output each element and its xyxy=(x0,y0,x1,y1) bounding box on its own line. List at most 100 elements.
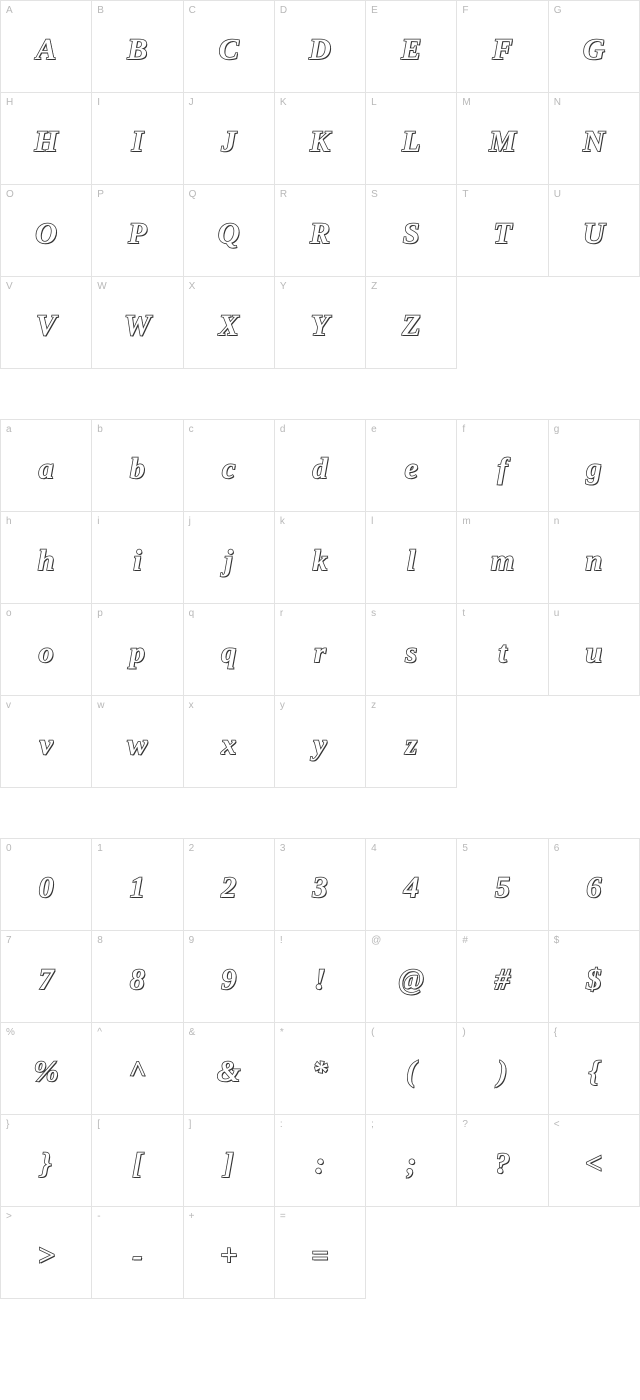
glyph-cell: FF xyxy=(457,1,548,93)
glyph-cell: NN xyxy=(549,93,640,185)
cell-label: P xyxy=(97,189,104,200)
empty-cell xyxy=(366,1207,457,1299)
cell-label: : xyxy=(280,1119,283,1130)
glyph-cell: ** xyxy=(275,1023,366,1115)
glyph-cell: 88 xyxy=(92,931,183,1023)
cell-label: m xyxy=(462,516,470,527)
glyph: + xyxy=(220,1241,237,1271)
glyph: o xyxy=(39,638,54,668)
glyph: p xyxy=(130,638,145,668)
glyph: l xyxy=(407,546,415,576)
glyph-cell: VV xyxy=(1,277,92,369)
glyph-cell: 44 xyxy=(366,839,457,931)
cell-label: E xyxy=(371,5,378,16)
glyph: h xyxy=(38,546,55,576)
glyph-cell: ;; xyxy=(366,1115,457,1207)
glyph-cell: DD xyxy=(275,1,366,93)
cell-label: * xyxy=(280,1027,284,1038)
cell-label: q xyxy=(189,608,195,619)
glyph: [ xyxy=(132,1149,142,1179)
glyph: u xyxy=(585,638,602,668)
glyph: = xyxy=(311,1241,328,1271)
glyph: y xyxy=(313,730,326,760)
cell-label: ) xyxy=(462,1027,465,1038)
glyph: q xyxy=(221,638,236,668)
glyph-cell: UU xyxy=(549,185,640,277)
cell-label: + xyxy=(189,1211,195,1222)
glyph-cell: }} xyxy=(1,1115,92,1207)
glyph-cell: %% xyxy=(1,1023,92,1115)
glyph-cell: 33 xyxy=(275,839,366,931)
cell-label: y xyxy=(280,700,285,711)
cell-label: W xyxy=(97,281,106,292)
glyph-cell: kk xyxy=(275,512,366,604)
empty-cell xyxy=(549,696,640,788)
glyph: r xyxy=(314,638,326,668)
cell-label: D xyxy=(280,5,287,16)
cell-label: x xyxy=(189,700,194,711)
glyph-cell: ## xyxy=(457,931,548,1023)
glyph-cell: ^^ xyxy=(92,1023,183,1115)
glyph-cell: vv xyxy=(1,696,92,788)
glyph: } xyxy=(41,1149,51,1179)
empty-cell xyxy=(457,1207,548,1299)
cell-label: t xyxy=(462,608,465,619)
cell-label: ] xyxy=(189,1119,192,1130)
glyph-cell: ZZ xyxy=(366,277,457,369)
cell-label: b xyxy=(97,424,103,435)
cell-label: ? xyxy=(462,1119,468,1130)
glyph: I xyxy=(132,127,144,157)
glyph: n xyxy=(585,546,602,576)
glyph: > xyxy=(38,1241,55,1271)
glyph-cell: ++ xyxy=(184,1207,275,1299)
glyph: T xyxy=(493,219,511,249)
glyph: 3 xyxy=(312,873,327,903)
cell-label: C xyxy=(189,5,196,16)
glyph-cell: II xyxy=(92,93,183,185)
glyph-cell: ii xyxy=(92,512,183,604)
cell-label: = xyxy=(280,1211,286,1222)
glyph-cell: tt xyxy=(457,604,548,696)
glyph-cell: aa xyxy=(1,420,92,512)
glyph: - xyxy=(132,1241,142,1271)
cell-label: V xyxy=(6,281,13,292)
glyph: % xyxy=(34,1057,59,1087)
glyph: x xyxy=(221,730,236,760)
empty-cell xyxy=(549,1207,640,1299)
glyph-cell: cc xyxy=(184,420,275,512)
cell-label: H xyxy=(6,97,13,108)
glyph: ^ xyxy=(129,1057,146,1087)
cell-label: o xyxy=(6,608,12,619)
glyph-cell: << xyxy=(549,1115,640,1207)
glyph: ? xyxy=(495,1149,510,1179)
cell-label: F xyxy=(462,5,468,16)
glyph: P xyxy=(128,219,146,249)
glyph-cell: ll xyxy=(366,512,457,604)
glyph-cell: EE xyxy=(366,1,457,93)
glyph-cell: 77 xyxy=(1,931,92,1023)
cell-label: B xyxy=(97,5,104,16)
glyph-cell: ff xyxy=(457,420,548,512)
glyph-cell: ee xyxy=(366,420,457,512)
glyph-cell: 66 xyxy=(549,839,640,931)
cell-label: r xyxy=(280,608,283,619)
glyph-cell: ]] xyxy=(184,1115,275,1207)
cell-label: l xyxy=(371,516,373,527)
glyph-cell: :: xyxy=(275,1115,366,1207)
section-digits-symbols: 00112233445566778899!!@@##$$%%^^&&**(())… xyxy=(0,838,640,1299)
glyph-cell: ww xyxy=(92,696,183,788)
cell-label: % xyxy=(6,1027,15,1038)
cell-label: { xyxy=(554,1027,557,1038)
glyph-cell: YY xyxy=(275,277,366,369)
glyph-cell: LL xyxy=(366,93,457,185)
glyph: ; xyxy=(406,1149,416,1179)
glyph: V xyxy=(36,311,56,341)
cell-label: ! xyxy=(280,935,283,946)
cell-label: O xyxy=(6,189,14,200)
glyph-cell: bb xyxy=(92,420,183,512)
cell-label: > xyxy=(6,1211,12,1222)
glyph-cell: >> xyxy=(1,1207,92,1299)
glyph: b xyxy=(130,454,145,484)
glyph: ! xyxy=(314,965,326,995)
glyph-cell: rr xyxy=(275,604,366,696)
